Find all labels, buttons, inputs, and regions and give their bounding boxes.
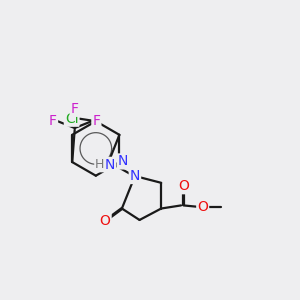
Text: N: N [105, 158, 115, 172]
Text: O: O [197, 200, 208, 214]
Text: N: N [118, 154, 128, 169]
Text: O: O [100, 214, 111, 228]
Text: F: F [92, 114, 101, 128]
Text: F: F [71, 102, 79, 116]
Text: Cl: Cl [65, 112, 79, 126]
Text: O: O [178, 179, 189, 193]
Text: H: H [95, 158, 105, 171]
Text: N: N [130, 169, 140, 183]
Text: F: F [49, 114, 57, 128]
